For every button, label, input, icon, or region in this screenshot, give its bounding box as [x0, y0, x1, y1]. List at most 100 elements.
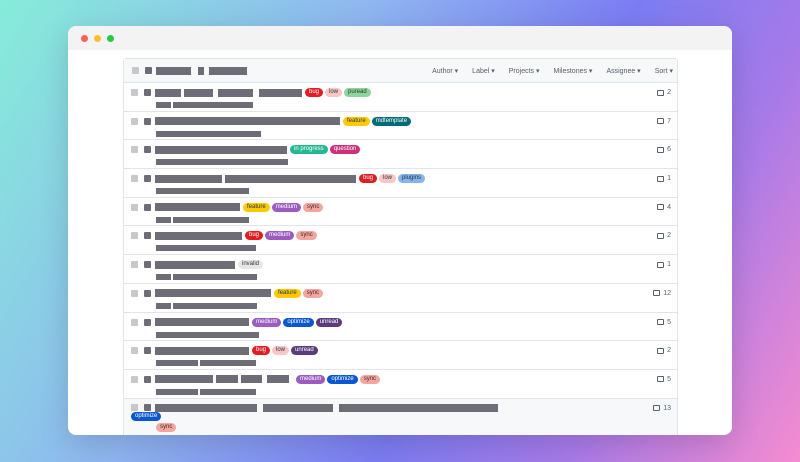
label-low[interactable]: low	[379, 174, 397, 184]
label-unread[interactable]: unread	[291, 346, 318, 356]
redacted-title-text[interactable]	[218, 88, 253, 97]
issue-row[interactable]: feature mdtemplate 7	[124, 112, 677, 141]
redacted-title-text[interactable]	[155, 346, 249, 355]
label-mdtemplate[interactable]: mdtemplate	[371, 116, 412, 126]
issue-row[interactable]: bug low unread 2	[124, 341, 677, 370]
minimize-button[interactable]	[94, 34, 101, 42]
filter-dropdown[interactable]: Author ▾	[432, 68, 459, 75]
issue-row[interactable]: invalid 1	[124, 255, 677, 284]
redacted-title-text[interactable]	[155, 375, 213, 384]
issue-row[interactable]: bug low puread 2	[124, 83, 677, 112]
filter-dropdown[interactable]: Milestones ▾	[553, 68, 593, 75]
comment-count[interactable]: 12	[653, 290, 671, 297]
redacted-title-text[interactable]	[155, 203, 240, 212]
label-optimize[interactable]: optimize	[131, 411, 162, 421]
label-sync[interactable]: sync	[359, 374, 381, 384]
redacted-title-text[interactable]	[155, 174, 222, 183]
comment-count[interactable]: 13	[653, 405, 671, 412]
label-low[interactable]: low	[272, 346, 290, 356]
label-in-progress[interactable]: in progress	[290, 145, 328, 155]
label-puread[interactable]: puread	[344, 88, 371, 97]
label-question[interactable]: question	[329, 145, 361, 155]
label-optimize[interactable]: optimize	[283, 317, 314, 327]
comment-count[interactable]: 7	[657, 118, 671, 125]
redacted-title-text[interactable]	[155, 260, 235, 269]
label-medium[interactable]: medium	[265, 231, 295, 241]
redacted-title-text[interactable]	[155, 403, 257, 412]
label-bug[interactable]: bug	[305, 88, 324, 97]
label-sync[interactable]: sync	[296, 231, 317, 241]
label-feature[interactable]: feature	[243, 202, 270, 212]
issue-checkbox[interactable]	[131, 347, 138, 355]
issue-checkbox[interactable]	[131, 261, 138, 269]
filter-dropdown[interactable]: Sort ▾	[654, 68, 673, 75]
filter-dropdown[interactable]: Label ▾	[472, 68, 495, 75]
issue-row[interactable]: medium optimize unread 5	[124, 313, 677, 342]
comment-icon	[653, 405, 661, 412]
label-medium[interactable]: medium	[296, 374, 326, 384]
issue-row[interactable]: in progress question 6	[124, 140, 677, 170]
redacted-title-text[interactable]	[259, 88, 302, 97]
comment-count[interactable]: 5	[657, 319, 671, 326]
issue-checkbox[interactable]	[131, 404, 138, 412]
issue-row[interactable]: medium optimize sync 5	[124, 370, 677, 399]
label-feature[interactable]: feature	[274, 288, 301, 298]
redacted-title-text[interactable]	[267, 375, 289, 384]
redacted-title-text[interactable]	[216, 375, 238, 384]
redacted-title-text[interactable]	[155, 117, 340, 126]
redacted-title-text[interactable]	[241, 375, 262, 384]
redacted-title-text[interactable]	[155, 231, 242, 240]
issue-checkbox[interactable]	[131, 203, 138, 211]
label-optimize[interactable]: optimize	[327, 374, 358, 384]
issue-checkbox[interactable]	[131, 318, 138, 326]
issue-checkbox[interactable]	[131, 175, 138, 183]
label-invalid[interactable]: invalid	[238, 260, 264, 270]
redacted-title-text[interactable]	[155, 289, 271, 298]
issue-checkbox[interactable]	[131, 232, 138, 240]
label-sync[interactable]: sync	[302, 288, 324, 298]
select-all-checkbox[interactable]	[132, 67, 139, 74]
zoom-button[interactable]	[107, 34, 114, 42]
comment-count[interactable]: 1	[657, 261, 671, 268]
label-bug[interactable]: bug	[245, 231, 264, 241]
issue-row[interactable]: bug medium sync 2	[124, 226, 677, 256]
close-button[interactable]	[81, 34, 88, 42]
issue-checkbox[interactable]	[131, 289, 138, 297]
filter-dropdown[interactable]: Projects ▾	[508, 68, 540, 75]
redacted-title-text[interactable]	[263, 403, 333, 412]
label-bug[interactable]: bug	[359, 174, 378, 184]
comment-count[interactable]: 2	[657, 232, 671, 239]
issue-row[interactable]: feature medium sync 4	[124, 198, 677, 227]
label-low[interactable]: low	[325, 88, 343, 97]
issue-checkbox[interactable]	[131, 117, 138, 125]
comment-count[interactable]: 5	[657, 376, 671, 383]
redacted-title-text[interactable]	[155, 145, 287, 154]
label-sync[interactable]: sync	[156, 422, 177, 432]
comment-count[interactable]: 1	[657, 175, 671, 182]
issue-checkbox[interactable]	[131, 89, 138, 96]
label-feature[interactable]: feature	[343, 116, 370, 126]
redacted-title-text[interactable]	[339, 403, 498, 412]
comment-count[interactable]: 6	[657, 146, 671, 153]
issue-row[interactable]: optimize sync 13	[124, 398, 677, 435]
label-plugins[interactable]: plugins	[398, 174, 426, 184]
issue-state-icon	[144, 203, 151, 211]
comment-count-value: 6	[667, 146, 671, 154]
redacted-title-text[interactable]	[184, 88, 213, 97]
redacted-title-text[interactable]	[155, 88, 181, 97]
issue-row[interactable]: bug low plugins 1	[124, 169, 677, 198]
issue-checkbox[interactable]	[131, 146, 138, 154]
label-bug[interactable]: bug	[252, 346, 271, 356]
filter-dropdown[interactable]: Assignee ▾	[606, 68, 641, 75]
label-medium[interactable]: medium	[252, 317, 282, 327]
issue-checkbox[interactable]	[131, 375, 138, 383]
label-medium[interactable]: medium	[271, 202, 302, 212]
issue-row[interactable]: feature sync 12	[124, 284, 677, 313]
redacted-title-text[interactable]	[155, 318, 249, 326]
comment-count[interactable]: 2	[657, 347, 671, 354]
comment-count[interactable]: 4	[657, 204, 671, 211]
redacted-title-text[interactable]	[225, 174, 356, 183]
label-sync[interactable]: sync	[303, 202, 324, 212]
label-unread[interactable]: unread	[315, 317, 343, 327]
comment-count[interactable]: 2	[657, 89, 671, 96]
